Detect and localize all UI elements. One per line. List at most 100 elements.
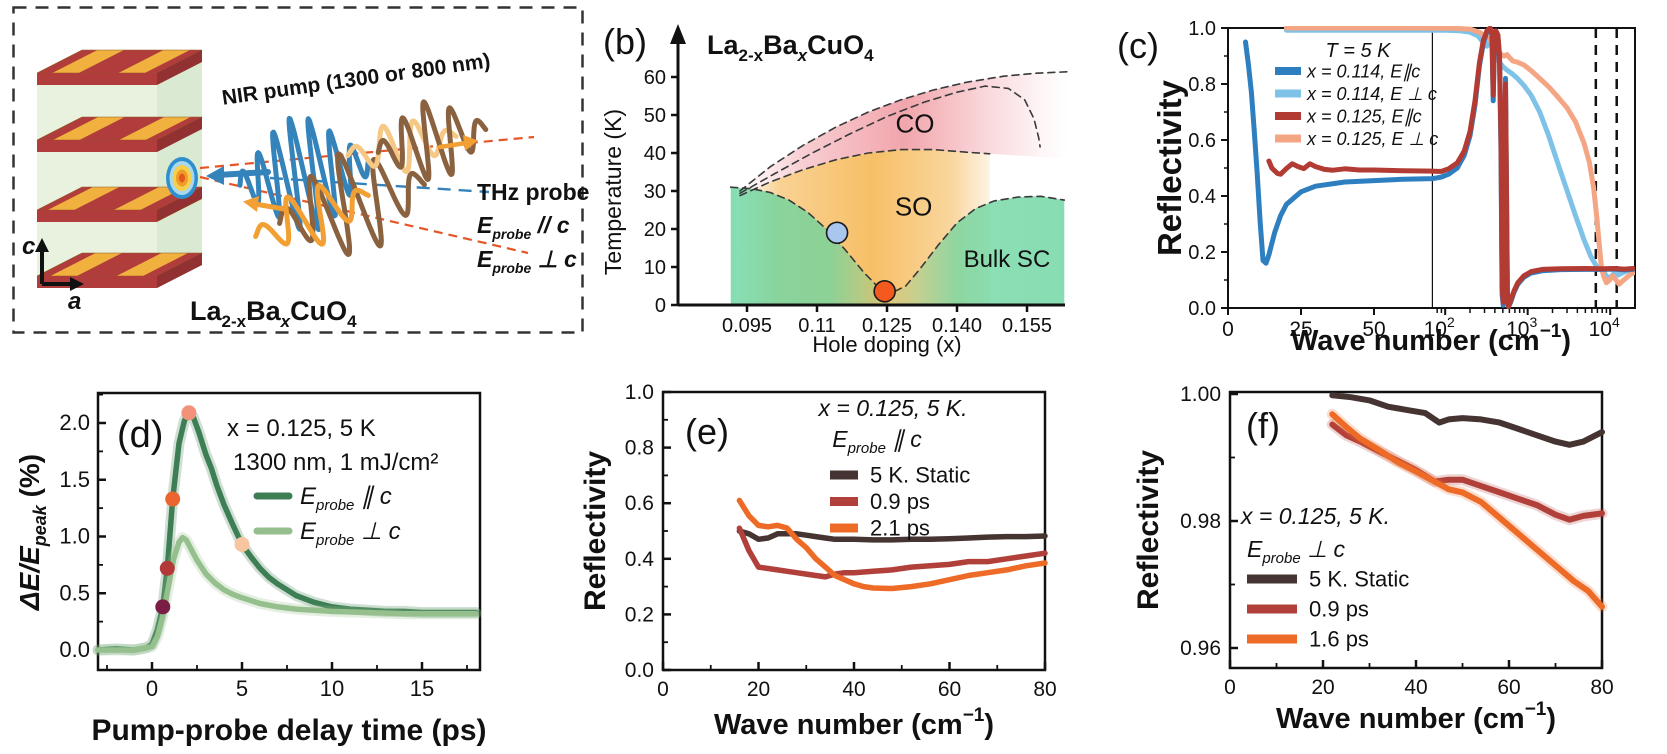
- slab-front: [37, 73, 157, 85]
- legend-label-0: x = 0.114, E∥c: [1306, 62, 1420, 82]
- panel-d-axes: 0 5 10 15 0.0 0.5 1.0 1.5 2.0: [59, 391, 482, 701]
- panel-c-ylabel: Reflectivity: [1151, 79, 1188, 256]
- region-label-bulk-sc: Bulk SC: [964, 246, 1051, 273]
- y-tick-label: 50: [644, 105, 666, 127]
- compound-label-b: La2-xBaxCuO4: [707, 30, 874, 65]
- y-tick-label: 2.0: [59, 410, 90, 435]
- slab-side-shade: [157, 50, 202, 85]
- y-tick-label: 0.0: [59, 637, 90, 662]
- x-tick-label: 0.140: [932, 315, 982, 337]
- panel-d-annotation-2: 1300 nm, 1 mJ/cm²: [233, 449, 438, 476]
- x-tick-label: 20: [1311, 676, 1334, 699]
- y-tick-label: 20: [644, 219, 666, 241]
- x-tick-label: 50: [1362, 318, 1385, 341]
- y-tick-label: 10: [644, 257, 666, 279]
- slab-front: [37, 210, 157, 222]
- plot-frame: [96, 391, 482, 672]
- y-tick-label: 40: [644, 143, 666, 165]
- slab-side: [157, 50, 202, 85]
- region-co: [740, 71, 1069, 196]
- panel-d-curves: [92, 405, 482, 656]
- legend-label-3: x = 0.125, E ⊥ c: [1306, 129, 1438, 149]
- y-tick-label: 0.4: [625, 548, 655, 571]
- panel-e-eprobe: Eprobe ∥ c: [832, 426, 922, 457]
- panel-f-axes: 0 20 40 60 80 0.96 0.98 1.00: [1180, 383, 1614, 699]
- sample-marker-0: [825, 221, 849, 245]
- crystal-slabs: [36, 49, 203, 288]
- x-tick-label: 0: [146, 676, 158, 701]
- compound-label-a: La2-xBaxCuO4: [190, 296, 357, 331]
- panel-f-xlabel: Wave number (cm−1): [1276, 699, 1556, 735]
- probe-out-arrow: [437, 135, 478, 151]
- y-tick-label: 1.0: [1188, 18, 1216, 40]
- panel-c-legend: x = 0.114, E∥cx = 0.114, E ⊥ c x = 0.125,…: [1275, 62, 1438, 149]
- x-tick-label: 0: [657, 678, 669, 701]
- curve-x0125-epar: [1266, 26, 1635, 309]
- panel-d-legend-perp: Eprobe ⊥ c: [300, 518, 401, 549]
- y-tick-label: 0.4: [1188, 186, 1216, 208]
- boundary-co-outer: [739, 70, 1070, 192]
- panel-f-title: x = 0.125, 5 K.: [1240, 503, 1390, 529]
- y-tick-label: 0.8: [1188, 74, 1216, 96]
- axis-a-label: a: [68, 288, 81, 315]
- panel-d-annotation-1: x = 0.125, 5 K: [227, 415, 376, 442]
- crystal-schematic: [36, 49, 203, 288]
- pump-spot: [166, 157, 198, 199]
- x-tick-label: 0.095: [722, 315, 772, 337]
- slab-side: [157, 117, 202, 152]
- y-tick-label: 0.0: [1188, 298, 1216, 320]
- x-tick-label: 0.11: [798, 315, 835, 337]
- legend-label-0: 5 K. Static: [870, 463, 970, 488]
- curve-static-5k: [736, 528, 1048, 543]
- x-tick-label: 0: [1224, 676, 1236, 699]
- slab-side-shade: [157, 187, 202, 222]
- panel-c-legend-title: T = 5 K: [1325, 40, 1392, 62]
- phase-regions: [730, 71, 1069, 305]
- curve-pump-2p1ps: [736, 497, 1048, 592]
- time-marker-3: [181, 405, 197, 421]
- panel-f-legend: 5 K. Static 0.9 ps 1.6 ps: [1247, 567, 1409, 652]
- x-tick-label: 20: [747, 678, 770, 701]
- y-tick-label: 1.5: [59, 467, 90, 492]
- x-tick-label: 104: [1589, 314, 1620, 341]
- panel-d-letter: (d): [117, 414, 163, 456]
- y-tick-label: 1.0: [625, 381, 654, 404]
- panel-d-legend-par: Eprobe ∥ c: [300, 483, 392, 514]
- panel-e-letter: (e): [685, 411, 729, 452]
- region-label-co: CO: [896, 109, 935, 139]
- slab-front: [37, 140, 157, 152]
- nir-pump-packet: [237, 115, 371, 233]
- y-tick-label: 0.8: [625, 437, 654, 460]
- beam-path-upper: [199, 135, 535, 170]
- legend-label-2: x = 0.125, E∥c: [1306, 107, 1422, 127]
- thz-probe-packet-perp-in: [253, 183, 371, 247]
- panel-e-xlabel: Wave number (cm−1): [714, 705, 994, 741]
- x-tick-label: 0.125: [862, 315, 912, 337]
- panel-b-letter: (b): [603, 21, 647, 62]
- legend-label-2: 2.1 ps: [870, 516, 930, 541]
- panel-f-eprobe: Eprobe ⊥ c: [1247, 536, 1346, 567]
- legend-label-1: 0.9 ps: [870, 489, 930, 514]
- y-tick-label: 0.2: [625, 603, 654, 626]
- panel-e-curves: [736, 497, 1048, 592]
- phase-markers: CO SO Bulk SC: [825, 109, 1051, 303]
- sample-marker-1: [873, 280, 896, 303]
- time-marker-1: [159, 560, 175, 576]
- region-bulk-sc: [730, 187, 1065, 305]
- x-tick-label: 10: [320, 676, 344, 701]
- panel-e-axes: 0 20 40 60 80 0.0 0.2 0.4 0.6 0.8 1.0: [625, 381, 1057, 701]
- y-tick-label: 30: [644, 181, 666, 203]
- y-tick-label: 0.6: [1188, 130, 1216, 152]
- slab-side-shade: [157, 253, 202, 288]
- y-tick-label: 0.98: [1180, 510, 1221, 533]
- x-tick-label: 60: [1497, 676, 1520, 699]
- y-tick-label: 0.6: [625, 492, 654, 515]
- boundary-sc-dome: [729, 186, 1066, 294]
- x-tick-label: 25: [1289, 318, 1312, 341]
- panel-d-xlabel: Pump-probe delay time (ps): [91, 714, 486, 747]
- panel-c-curves: [1243, 26, 1635, 309]
- panel-f-ylabel: Reflectivity: [1132, 450, 1165, 610]
- phase-boundaries: [729, 70, 1070, 294]
